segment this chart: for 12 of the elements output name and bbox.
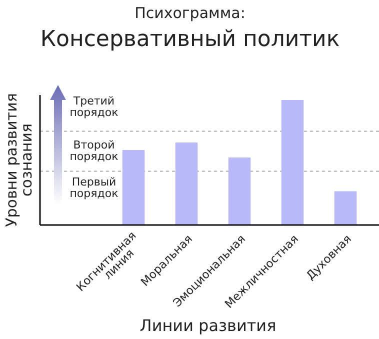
bar	[175, 142, 198, 225]
bar	[281, 100, 304, 225]
bar	[228, 158, 251, 225]
chart-title: Психограмма:	[134, 4, 246, 22]
annotation: Третий порядок	[70, 94, 119, 119]
annotation: Второй порядок	[70, 138, 119, 164]
chart-subtitle: Консервативный политик	[40, 27, 340, 52]
x-axis-title: Линии развития	[140, 316, 276, 335]
bar	[122, 150, 145, 225]
y-axis-title: Уровни развития сознания	[2, 93, 36, 227]
annotation: Первый порядок	[70, 175, 119, 200]
bar	[334, 191, 357, 225]
